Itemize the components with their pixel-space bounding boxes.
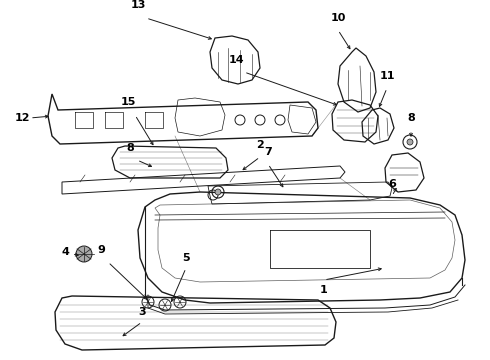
Text: 9: 9 xyxy=(97,245,105,255)
Ellipse shape xyxy=(215,189,221,195)
Text: 5: 5 xyxy=(182,253,190,263)
Text: 10: 10 xyxy=(330,13,345,23)
Text: 8: 8 xyxy=(126,143,134,153)
Ellipse shape xyxy=(407,139,413,145)
Text: 2: 2 xyxy=(256,140,264,150)
Text: 8: 8 xyxy=(407,113,415,123)
Text: 12: 12 xyxy=(14,113,30,123)
Text: 14: 14 xyxy=(228,55,244,65)
Text: 7: 7 xyxy=(264,147,272,157)
Ellipse shape xyxy=(76,246,92,262)
Text: 13: 13 xyxy=(130,0,146,10)
Text: 4: 4 xyxy=(61,247,69,257)
Text: 3: 3 xyxy=(138,307,146,317)
Text: 11: 11 xyxy=(379,71,395,81)
Text: 6: 6 xyxy=(388,179,396,189)
Text: 1: 1 xyxy=(320,285,328,295)
Text: 15: 15 xyxy=(121,97,136,107)
